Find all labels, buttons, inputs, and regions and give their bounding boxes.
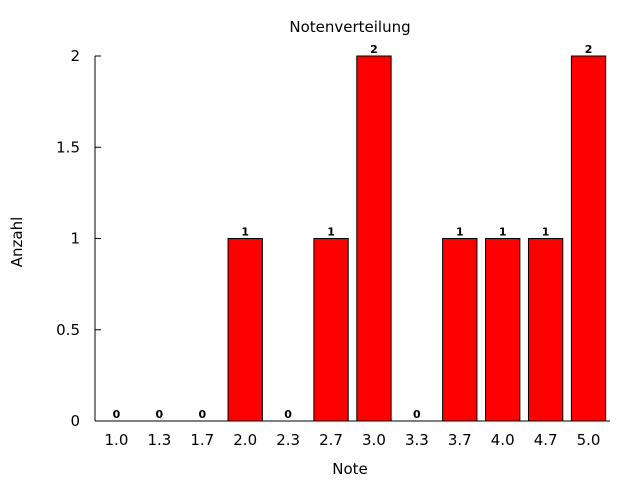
y-tick-label: 2: [70, 47, 80, 65]
data-label-2.7: 1: [327, 226, 335, 239]
bar-3.0: [356, 55, 392, 422]
x-axis-label: Note: [332, 460, 368, 478]
x-tick-label: 2.7: [319, 431, 343, 449]
data-label-4.7: 1: [542, 226, 550, 239]
y-tick-label: 1.5: [56, 138, 80, 156]
data-label-5.0: 2: [585, 43, 593, 56]
x-tick-label: 1.3: [147, 431, 171, 449]
data-label-3.7: 1: [456, 226, 464, 239]
x-tick-label: 2.3: [276, 431, 300, 449]
data-label-2.0: 1: [241, 226, 249, 239]
data-label-4.0: 1: [499, 226, 507, 239]
bar-4.0: [485, 238, 521, 422]
data-label-3.0: 2: [370, 43, 378, 56]
x-tick-label: 1.7: [190, 431, 214, 449]
x-tick-label: 3.0: [362, 431, 386, 449]
bars-layer: [227, 55, 607, 422]
bar-3.7: [442, 238, 478, 422]
x-tick-label: 3.3: [405, 431, 429, 449]
data-label-1.7: 0: [198, 408, 206, 421]
data-label-1.3: 0: [156, 408, 164, 421]
x-tick-label: 4.0: [491, 431, 515, 449]
x-tick-label: 2.0: [233, 431, 257, 449]
y-tick-label: 0: [70, 412, 80, 430]
bar-5.0: [570, 55, 607, 422]
x-tick-label: 5.0: [577, 431, 601, 449]
axes-layer: [94, 55, 610, 422]
x-tick-label: 1.0: [105, 431, 129, 449]
y-tick-label: 1: [70, 230, 80, 248]
chart-title: Notenverteilung: [289, 18, 410, 36]
data-label-1.0: 0: [113, 408, 121, 421]
bar-2.7: [313, 238, 349, 422]
bar-2.0: [227, 238, 263, 422]
x-tick-label: 4.7: [534, 431, 558, 449]
labels-layer: 0 1.0 0 1.3 0 1.7 1 2.0 0 2.3 1 2.7 2 3.0 0 3.3 1 3.7 1 4.0…: [56, 43, 600, 449]
data-label-3.3: 0: [413, 408, 421, 421]
data-label-2.3: 0: [284, 408, 292, 421]
x-tick-label: 3.7: [448, 431, 472, 449]
bar-4.7: [527, 238, 564, 422]
y-tick-label: 0.5: [56, 321, 80, 339]
y-axis-label: Anzahl: [8, 217, 26, 268]
